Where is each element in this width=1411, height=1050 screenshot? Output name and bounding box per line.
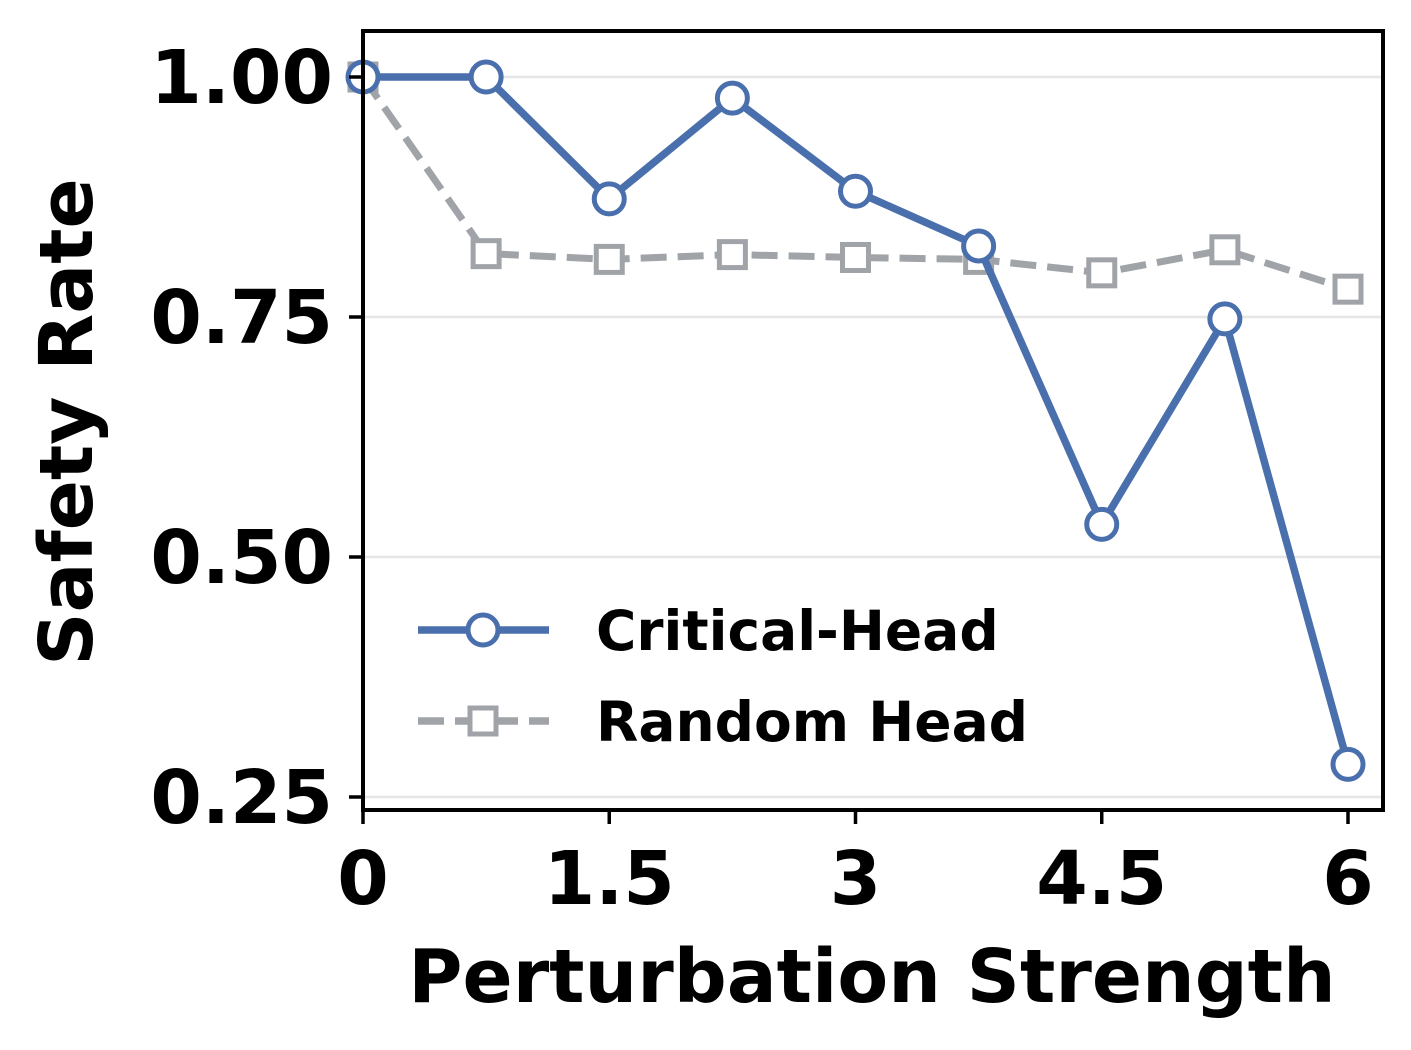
data-point <box>1207 301 1243 337</box>
x-tick-label: 0 <box>337 836 389 922</box>
legend-item: Random Head <box>418 690 1028 754</box>
series-layer <box>345 59 1366 782</box>
legend-label: Critical-Head <box>596 599 999 663</box>
x-tick-label: 6 <box>1322 836 1374 922</box>
data-point <box>468 59 504 95</box>
x-tick-label: 4.5 <box>1036 836 1167 922</box>
y-tick-label: 0.50 <box>150 515 333 601</box>
y-axis-title: Safety Rate <box>24 178 110 665</box>
data-point <box>961 228 997 264</box>
y-tick-label: 0.25 <box>150 755 333 841</box>
data-point <box>840 241 871 273</box>
x-axis-title: Perturbation Strength <box>408 934 1335 1020</box>
data-point <box>593 243 625 275</box>
data-point <box>470 238 502 270</box>
y-tick-label: 0.75 <box>150 275 333 361</box>
legend-item: Critical-Head <box>418 599 999 663</box>
x-tick-label: 3 <box>830 836 882 922</box>
data-point <box>1330 746 1366 782</box>
data-point <box>714 80 750 116</box>
data-point <box>716 239 748 271</box>
data-point <box>591 181 627 217</box>
legend-marker <box>467 705 499 737</box>
axis-ticks: 0.25 0.50 0.75 1.00 0 1.5 3 4.5 6 <box>150 35 1373 922</box>
data-point <box>1084 506 1120 542</box>
data-point <box>1209 234 1241 266</box>
plot-frame <box>361 29 1385 812</box>
data-point <box>838 173 873 209</box>
x-tick-label: 1.5 <box>544 836 675 922</box>
series-0 <box>345 59 1366 782</box>
legend-label: Random Head <box>596 690 1028 754</box>
data-point <box>1332 273 1364 305</box>
data-point <box>1086 257 1118 289</box>
legend-marker <box>465 612 501 648</box>
y-tick-label: 1.00 <box>150 35 333 121</box>
legend: Critical-Head Random Head <box>418 599 1028 754</box>
grid-lines <box>363 75 1383 799</box>
